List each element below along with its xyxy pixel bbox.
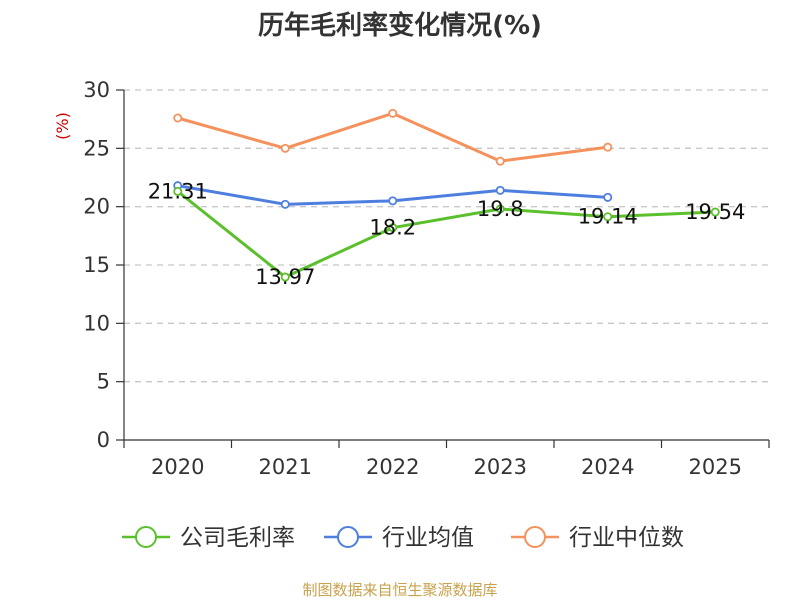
- legend-item[interactable]: 行业均值: [324, 525, 474, 551]
- chart-title: 历年毛利率变化情况(%): [258, 10, 542, 41]
- y-tick-label: 15: [83, 253, 110, 277]
- x-tick-label: 2022: [366, 455, 419, 479]
- y-tick-label: 25: [83, 136, 110, 160]
- data-point: [173, 186, 183, 196]
- legend-item[interactable]: 公司毛利率: [122, 525, 295, 551]
- y-axis-unit: (%): [53, 112, 72, 140]
- x-tick-label: 2025: [689, 455, 742, 479]
- series-line: [176, 190, 716, 279]
- x-tick-label: 2023: [474, 455, 527, 479]
- series-line: [177, 111, 608, 163]
- y-tick-label: 10: [83, 311, 110, 335]
- data-point: [388, 108, 398, 118]
- data-point: [280, 143, 290, 153]
- data-label: 19.14: [578, 205, 638, 229]
- legend-label: 公司毛利率: [180, 525, 295, 551]
- data-point: [280, 199, 290, 209]
- data-label: 13.97: [255, 265, 315, 289]
- x-tick-label: 2020: [151, 455, 204, 479]
- y-tick-label: 20: [83, 195, 110, 219]
- series-lines: [173, 108, 720, 282]
- legend[interactable]: 公司毛利率 行业均值 行业中位数: [122, 525, 684, 551]
- data-labels: 21.31 13.97 18.2 19.8 19.14 19.54: [148, 179, 746, 289]
- data-point: [280, 272, 290, 282]
- data-point: [388, 196, 398, 206]
- y-tick-label: 0: [97, 428, 110, 452]
- legend-label: 行业中位数: [569, 525, 684, 551]
- data-label: 19.54: [685, 200, 745, 224]
- data-label: 19.8: [477, 197, 524, 221]
- x-tick-label: 2021: [259, 455, 312, 479]
- legend-marker: [337, 526, 359, 548]
- legend-marker: [135, 526, 157, 548]
- data-label: 21.31: [148, 179, 208, 203]
- x-tick-label: 2024: [581, 455, 634, 479]
- data-point: [173, 113, 183, 123]
- data-point: [495, 185, 505, 195]
- data-point: [603, 192, 613, 202]
- data-point: [603, 212, 613, 222]
- data-point: [388, 223, 398, 233]
- y-tick-label: 5: [97, 370, 110, 394]
- data-point: [710, 207, 720, 217]
- data-point: [495, 156, 505, 166]
- gridlines: [124, 89, 769, 383]
- legend-label: 行业均值: [382, 525, 474, 551]
- y-tick-label: 30: [83, 78, 110, 102]
- data-point: [603, 142, 613, 152]
- legend-item[interactable]: 行业中位数: [511, 525, 684, 551]
- source-note: 制图数据来自恒生聚源数据库: [302, 581, 497, 599]
- legend-marker: [524, 526, 546, 548]
- data-point: [495, 204, 505, 214]
- data-label: 18.2: [369, 216, 416, 240]
